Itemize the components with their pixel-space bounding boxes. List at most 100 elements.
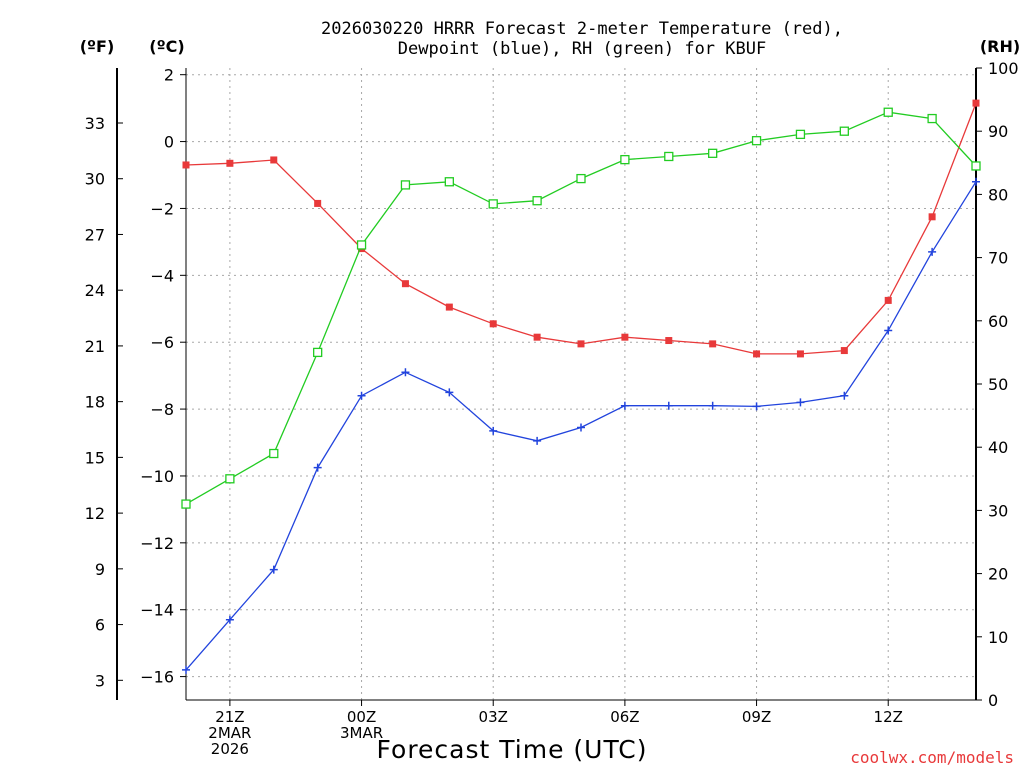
2-meter-temperature-point bbox=[665, 337, 673, 345]
2-meter-temperature-point bbox=[533, 333, 541, 341]
2-meter-temperature-point bbox=[928, 213, 936, 221]
x-tick-label: 00Z bbox=[347, 708, 376, 726]
relative-humidity-point bbox=[795, 129, 806, 140]
fahrenheit-tick-label: 33 bbox=[85, 114, 105, 133]
relative-humidity-point bbox=[971, 161, 981, 171]
relative-humidity-line bbox=[185, 111, 977, 505]
rh-unit-label: (RH) bbox=[980, 37, 1020, 56]
celsius-tick-label: −6 bbox=[150, 333, 174, 352]
rh-tick-label: 10 bbox=[988, 628, 1008, 647]
relative-humidity-point bbox=[532, 196, 542, 206]
relative-humidity-point bbox=[313, 347, 323, 358]
fahrenheit-tick-label: 6 bbox=[95, 616, 105, 635]
fahrenheit-tick-label: 9 bbox=[95, 560, 105, 579]
relative-humidity-point bbox=[708, 148, 718, 158]
x-tick-label: 09Z bbox=[742, 708, 771, 726]
relative-humidity-point bbox=[576, 173, 586, 184]
fahrenheit-tick-label: 24 bbox=[85, 281, 105, 300]
chart-title-line-1: 2026030220 HRRR Forecast 2-meter Tempera… bbox=[321, 19, 843, 39]
celsius-unit-label: (ºC) bbox=[149, 37, 184, 56]
x-tick-label: 12Z bbox=[874, 708, 903, 726]
chart-title-line-2: Dewpoint (blue), RH (green) for KBUF bbox=[398, 39, 766, 59]
fahrenheit-unit-label: (ºF) bbox=[80, 37, 115, 56]
dewpoint-point bbox=[664, 401, 673, 410]
celsius-tick-label: −12 bbox=[140, 534, 174, 553]
2-meter-temperature-point bbox=[314, 199, 322, 207]
dewpoint-point bbox=[577, 423, 585, 432]
2-meter-temperature-point bbox=[621, 333, 629, 341]
dewpoint-point bbox=[489, 426, 498, 435]
dewpoint-point bbox=[752, 402, 761, 411]
dewpoint-point bbox=[182, 665, 190, 674]
relative-humidity-point bbox=[751, 136, 762, 146]
relative-humidity-point bbox=[225, 474, 235, 484]
dewpoint-point bbox=[928, 247, 937, 256]
2-meter-temperature-line bbox=[185, 102, 977, 355]
x-tick-label: 2026 bbox=[211, 740, 249, 758]
2-meter-temperature-point bbox=[445, 303, 453, 311]
x-axis-label: Forecast Time (UTC) bbox=[377, 735, 648, 764]
rh-tick-label: 100 bbox=[988, 59, 1019, 78]
series bbox=[181, 99, 981, 674]
2-meter-temperature-point bbox=[796, 350, 804, 358]
fahrenheit-tick-label: 15 bbox=[85, 448, 105, 467]
x-tick-label: 21Z bbox=[215, 708, 244, 726]
relative-humidity-point bbox=[444, 177, 454, 187]
celsius-tick-label: 2 bbox=[164, 66, 174, 85]
relative-humidity-point bbox=[181, 499, 191, 509]
2-meter-temperature-point bbox=[840, 347, 848, 355]
2-meter-temperature-point bbox=[270, 156, 278, 164]
celsius-tick-label: −2 bbox=[150, 199, 174, 218]
rh-tick-label: 80 bbox=[988, 185, 1008, 204]
x-tick-label: 3MAR bbox=[340, 724, 383, 742]
relative-humidity-point bbox=[488, 199, 498, 209]
2-meter-temperature-point bbox=[709, 340, 717, 348]
rh-tick-label: 20 bbox=[988, 565, 1008, 584]
dewpoint-point bbox=[269, 565, 278, 574]
rh-tick-label: 70 bbox=[988, 249, 1008, 268]
x-tick-label: 03Z bbox=[479, 708, 508, 726]
dewpoint-point bbox=[225, 615, 234, 624]
dewpoint-point bbox=[313, 463, 322, 472]
dewpoint-point bbox=[796, 398, 805, 407]
rh-tick-label: 60 bbox=[988, 312, 1008, 331]
fahrenheit-tick-label: 18 bbox=[85, 393, 105, 412]
celsius-tick-label: −4 bbox=[150, 266, 174, 285]
dewpoint-point bbox=[884, 326, 893, 335]
x-tick-label: 06Z bbox=[610, 708, 639, 726]
2-meter-temperature-point bbox=[972, 99, 980, 107]
2-meter-temperature-point bbox=[226, 159, 234, 167]
2-meter-temperature-point bbox=[884, 296, 892, 304]
2-meter-temperature-point bbox=[577, 340, 585, 348]
fahrenheit-tick-label: 27 bbox=[85, 225, 105, 244]
2-meter-temperature-point bbox=[401, 280, 409, 288]
dewpoint-point bbox=[401, 368, 410, 377]
celsius-tick-label: 0 bbox=[164, 133, 174, 152]
dewpoint-point bbox=[840, 391, 849, 400]
relative-humidity-point bbox=[269, 448, 279, 459]
relative-humidity-point bbox=[927, 113, 937, 124]
rh-tick-label: 90 bbox=[988, 122, 1008, 141]
relative-humidity-point bbox=[839, 126, 849, 136]
dewpoint-point bbox=[533, 436, 542, 445]
dewpoint-point bbox=[972, 177, 980, 186]
celsius-tick-label: −8 bbox=[150, 400, 174, 419]
relative-humidity-point bbox=[664, 151, 674, 162]
dewpoint-point bbox=[708, 401, 717, 410]
fahrenheit-tick-label: 12 bbox=[85, 504, 105, 523]
2-meter-temperature-point bbox=[182, 161, 190, 169]
relative-humidity-point bbox=[356, 240, 367, 250]
celsius-tick-label: −14 bbox=[140, 601, 174, 620]
relative-humidity-point bbox=[620, 154, 630, 165]
axes: 20−2−4−6−8−10−12−14−16333027242118151296… bbox=[85, 59, 1019, 758]
celsius-tick-label: −10 bbox=[140, 467, 174, 486]
relative-humidity-point bbox=[400, 180, 411, 190]
fahrenheit-tick-label: 21 bbox=[85, 337, 105, 356]
rh-tick-label: 40 bbox=[988, 438, 1008, 457]
dewpoint-point bbox=[357, 391, 366, 400]
credit-link[interactable]: coolwx.com/models bbox=[850, 748, 1014, 767]
rh-tick-label: 30 bbox=[988, 501, 1008, 520]
2-meter-temperature-point bbox=[489, 320, 497, 328]
relative-humidity-point bbox=[883, 107, 893, 117]
